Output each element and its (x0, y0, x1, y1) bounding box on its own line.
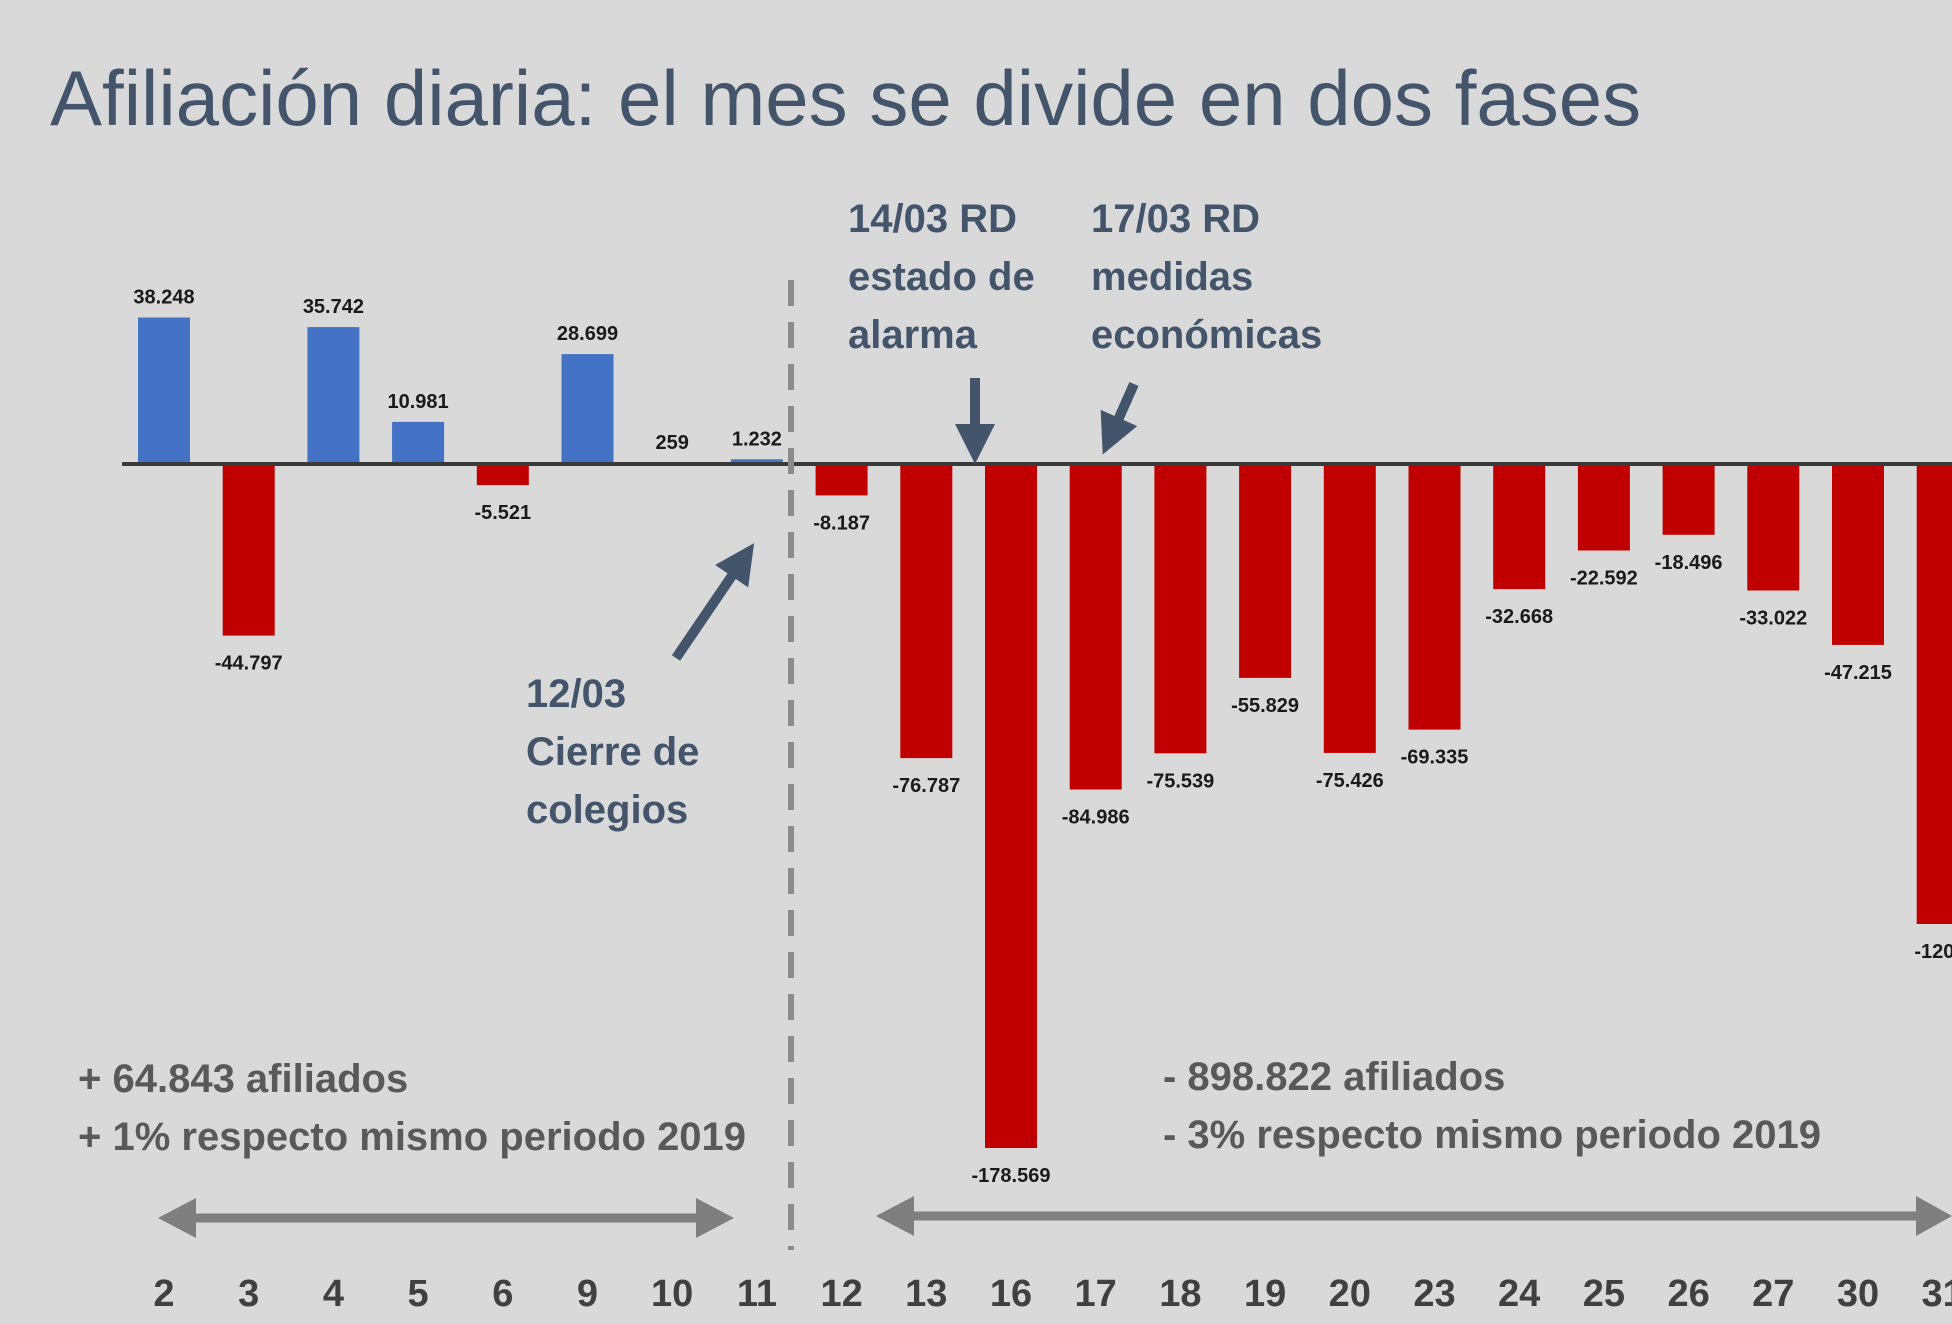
bar-day-23 (1408, 464, 1461, 730)
x-tick-label: 30 (1837, 1273, 1879, 1315)
data-label-day-3: -44.797 (215, 653, 283, 675)
bar-day-3 (222, 464, 275, 636)
bar-day-18 (1154, 464, 1207, 754)
data-label-day-6: -5.521 (474, 502, 531, 524)
x-tick-label: 18 (1159, 1273, 1201, 1315)
x-tick-label: 3 (238, 1273, 259, 1315)
arrow-right-icon (1916, 1196, 1952, 1236)
data-label-day-24: -32.668 (1485, 606, 1553, 628)
data-label-day-27: -33.022 (1739, 608, 1807, 630)
bar-day-30 (1832, 464, 1884, 645)
bar-day-2 (138, 317, 190, 464)
x-tick-label: 31 (1922, 1273, 1952, 1315)
annotation-rd-economicas: 17/03 RD medidas económicas (1091, 197, 1322, 357)
x-tick-label: 23 (1413, 1273, 1455, 1315)
bar-day-17 (1069, 464, 1122, 790)
annotation-line: 17/03 RD (1091, 197, 1260, 241)
annotation-line: 14/03 RD (848, 197, 1017, 241)
annotation-line: colegios (526, 788, 688, 832)
data-label-day-30: -47.215 (1824, 662, 1892, 684)
arrow-left-icon (876, 1196, 914, 1236)
bar-day-27 (1747, 464, 1800, 591)
x-tick-label: 24 (1498, 1273, 1540, 1315)
x-tick-label: 11 (737, 1273, 777, 1315)
x-tick-label: 27 (1752, 1273, 1794, 1315)
data-label-day-5: 10.981 (388, 391, 449, 413)
x-tick-label: 17 (1075, 1273, 1117, 1315)
bar-day-24 (1493, 464, 1546, 590)
bar-day-25 (1577, 464, 1630, 551)
data-label-day-26: -18.496 (1655, 552, 1723, 574)
annotation-line: 12/03 (526, 672, 626, 716)
data-label-day-25: -22.592 (1570, 568, 1638, 590)
summary-right: - 898.822 afiliados - 3% respecto mismo … (1163, 1055, 1821, 1157)
x-tick-label: 6 (492, 1273, 513, 1315)
x-tick-label: 13 (905, 1273, 947, 1315)
data-label-day-4: 35.742 (303, 296, 364, 318)
x-tick-label: 4 (323, 1273, 344, 1315)
annotation-line: económicas (1091, 313, 1322, 357)
bar-day-4 (307, 327, 360, 464)
annotation-line: estado de (848, 255, 1035, 299)
bar-day-5 (392, 421, 445, 464)
data-label-day-19: -55.829 (1231, 695, 1299, 717)
data-label-day-20: -75.426 (1316, 770, 1384, 792)
bar-day-26 (1662, 464, 1715, 535)
bar-day-12 (815, 464, 868, 496)
data-label-day-17: -84.986 (1062, 807, 1130, 829)
x-tick-label: 10 (651, 1273, 693, 1315)
x-tick-label: 5 (408, 1273, 429, 1315)
annotation-cierre-colegios: 12/03 Cierre de colegios (526, 672, 711, 832)
data-label-day-12: -8.187 (813, 512, 870, 534)
data-label-day-13: -76.787 (892, 775, 960, 797)
summary-left-line: + 1% respecto mismo periodo 2019 (78, 1115, 746, 1159)
annotation-line: medidas (1091, 255, 1253, 299)
chart-title: Afiliación diaria: el mes se divide en d… (50, 54, 1641, 142)
x-tick-label: 26 (1667, 1273, 1709, 1315)
bar-day-16 (985, 464, 1037, 1148)
bar-day-9 (561, 354, 614, 464)
data-label-day-16: -178.569 (972, 1165, 1051, 1187)
summary-left-line: + 64.843 afiliados (78, 1057, 408, 1101)
x-tick-label: 16 (990, 1273, 1032, 1315)
x-tick-label: 25 (1583, 1273, 1625, 1315)
annotation-line: Cierre de (526, 730, 699, 774)
x-tick-label: 2 (153, 1273, 174, 1315)
arrow-up-right-icon (671, 543, 755, 661)
annotation-line: alarma (848, 313, 978, 357)
summary-right-line: - 3% respecto mismo periodo 2019 (1163, 1113, 1821, 1157)
phase-arrow-right (876, 1196, 1952, 1236)
data-label-day-10: 259 (656, 432, 689, 454)
bar-day-13 (900, 464, 953, 759)
x-tick-label: 12 (820, 1273, 862, 1315)
bar-day-31 (1916, 464, 1952, 924)
summary-right-line: - 898.822 afiliados (1163, 1055, 1505, 1099)
data-label-day-9: 28.699 (557, 323, 618, 345)
data-label-day-31: -120.1 (1914, 941, 1952, 963)
summary-left: + 64.843 afiliados + 1% respecto mismo p… (78, 1057, 746, 1159)
bar-day-6 (476, 464, 529, 486)
arrow-left-icon (158, 1198, 196, 1238)
bar-day-20 (1323, 464, 1376, 753)
arrow-diagonal-icon (1100, 381, 1139, 455)
data-label-day-18: -75.539 (1146, 770, 1214, 792)
data-label-day-2: 38.248 (133, 287, 194, 309)
bar-day-11 (730, 459, 783, 464)
x-tick-label: 19 (1244, 1273, 1286, 1315)
x-tick-label: 9 (577, 1273, 598, 1315)
phase-arrow-left (158, 1198, 734, 1238)
data-label-day-23: -69.335 (1401, 747, 1469, 769)
bars-layer: 38.248 2 -44.797 3 35.742 4 10.981 5 -5.521 6 28.6… (133, 287, 1952, 1315)
arrow-right-icon (696, 1198, 734, 1238)
data-label-day-11: 1.232 (732, 428, 782, 450)
annotation-rd-alarma: 14/03 RD estado de alarma (848, 197, 1046, 357)
x-tick-label: 20 (1329, 1273, 1371, 1315)
bar-day-19 (1239, 464, 1292, 678)
